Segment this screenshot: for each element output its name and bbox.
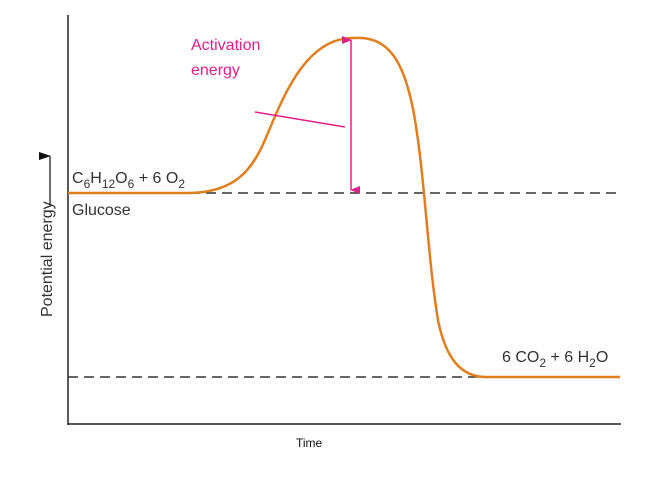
y-axis-label-group: Potential energy	[39, 201, 56, 317]
activation-label-line2: energy	[191, 62, 240, 79]
reactant-name: Glucose	[72, 202, 131, 219]
y-axis-label: Potential energy	[39, 201, 56, 317]
activation-pointer-line	[254, 111, 346, 128]
energy-curve	[68, 36, 620, 379]
product-formula: 6 CO2 + 6 H2O	[502, 349, 608, 370]
reactant-formula: C6H12O6 + 6 O2	[72, 170, 185, 191]
activation-label-line1: Activation	[191, 37, 260, 54]
x-axis-label: Time	[296, 436, 323, 450]
